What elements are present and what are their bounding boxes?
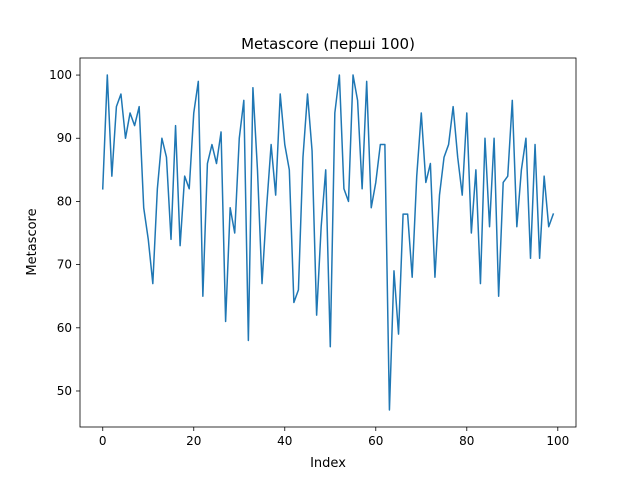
y-tick-label: 100 [49, 68, 72, 82]
x-tick-label: 100 [546, 434, 569, 448]
y-tick-label: 80 [57, 194, 72, 208]
series-line [101, 74, 555, 411]
x-axis-label: Index [310, 456, 346, 471]
x-tick-label: 40 [277, 434, 292, 448]
plot-area: 0 20 40 60 80 100 50 60 70 80 90 100 [49, 57, 577, 448]
axes-frame [79, 57, 577, 428]
x-tick-label: 80 [459, 434, 474, 448]
x-tick-label: 20 [186, 434, 201, 448]
y-axis-label: Metascore [25, 208, 40, 275]
x-tick-label: 60 [368, 434, 383, 448]
y-tick-label: 50 [57, 384, 72, 398]
y-tick-label: 70 [57, 258, 72, 272]
chart-title: Metascore (перші 100) [241, 35, 415, 53]
y-tick-label: 90 [57, 131, 72, 145]
x-tick-label: 0 [99, 434, 107, 448]
y-tick-label: 60 [57, 321, 72, 335]
